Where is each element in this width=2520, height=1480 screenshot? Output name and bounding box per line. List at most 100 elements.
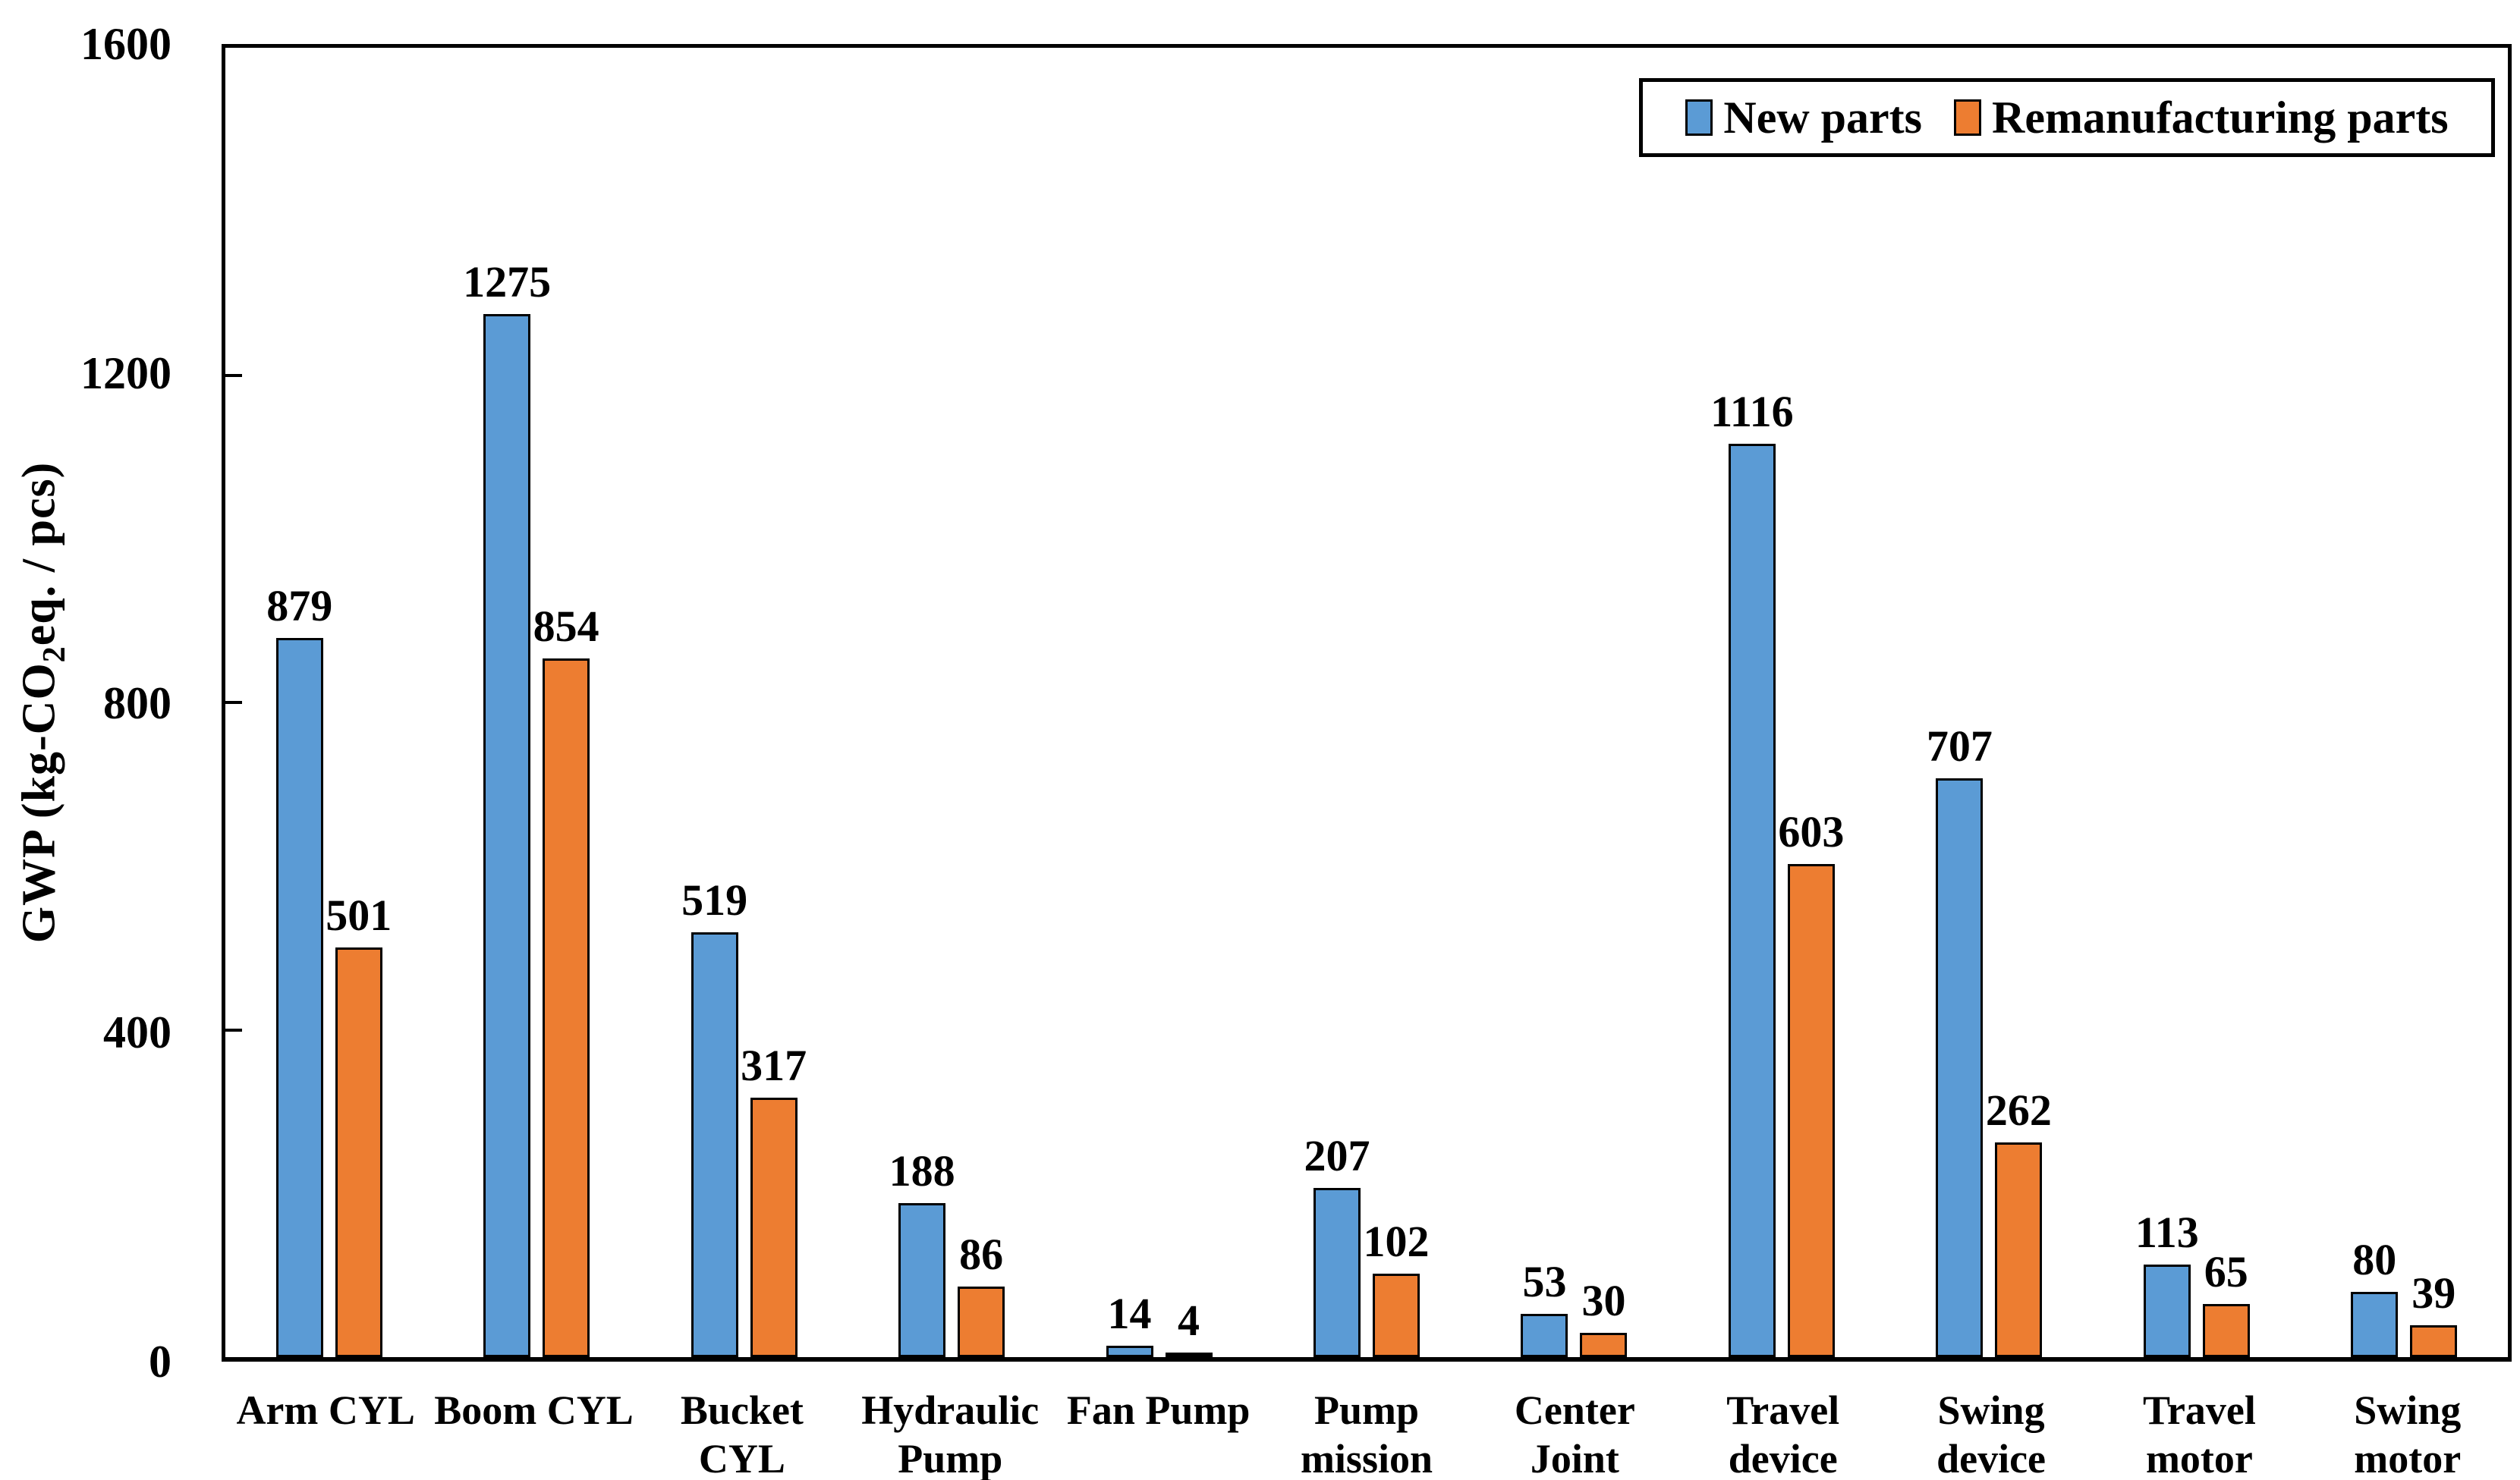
category-label-line: device <box>1728 1435 1838 1480</box>
bar-value-label: 102 <box>1363 1216 1430 1266</box>
bar-new-parts: 53 <box>1521 1259 1568 1357</box>
bar-new-parts: 879 <box>266 583 332 1357</box>
bar-group-pump-mission: 207 102 <box>1263 48 1470 1357</box>
bar-remanufacturing-parts: 102 <box>1363 1219 1429 1357</box>
y-tick-mark <box>225 701 242 704</box>
bar-group-swing-motor: 80 39 <box>2301 48 2508 1357</box>
y-tick-mark <box>225 373 242 377</box>
bar-groups: 879 501 1275 854 519 317 188 86 14 4 207 102 53 30 111… <box>225 48 2508 1357</box>
legend-label: New parts <box>1723 92 1922 143</box>
bar-group-travel-motor: 113 65 <box>2093 48 2300 1357</box>
legend-label: Remanufacturing parts <box>1991 92 2449 143</box>
bar-value-label: 1275 <box>463 256 552 306</box>
bar-remanufacturing-parts: 854 <box>533 604 599 1357</box>
bar-value-label: 262 <box>1985 1086 2052 1136</box>
category-label-line: Fan Pump <box>1066 1387 1251 1433</box>
category-label-line: Pump <box>1313 1387 1419 1433</box>
category-label-line: Travel <box>2142 1387 2256 1433</box>
bar-group-boom-cyl: 1275 854 <box>433 48 640 1357</box>
y-tick-label: 1600 <box>80 19 171 69</box>
bar-new-parts: 14 <box>1106 1291 1153 1357</box>
category-label-line: Hydraulic <box>861 1387 1040 1433</box>
bar-remanufacturing-parts: 603 <box>1778 809 1844 1357</box>
category-label: Hydraulic Pump <box>846 1387 1054 1480</box>
bar-value-label: 14 <box>1107 1288 1152 1338</box>
bar-value-label: 519 <box>681 875 748 925</box>
bar-remanufacturing-parts: 86 <box>958 1233 1005 1357</box>
category-label-line: Boom CYL <box>434 1387 634 1433</box>
bar-group-fan-pump: 14 4 <box>1056 48 1263 1357</box>
category-label-line: Swing <box>2354 1387 2462 1433</box>
legend: New parts Remanufacturing parts <box>1639 78 2495 157</box>
bar-value-label: 707 <box>1926 721 1993 771</box>
y-axis-title-suffix: eq. / pcs) <box>13 461 65 646</box>
category-label: Swing device <box>1887 1387 2095 1480</box>
bar-remanufacturing-parts: 317 <box>741 1044 807 1357</box>
bar-group-hydraulic-pump: 188 86 <box>848 48 1055 1357</box>
bar-remanufacturing-parts: 4 <box>1165 1299 1213 1357</box>
bar-new-parts: 1116 <box>1710 390 1794 1357</box>
bar-remanufacturing-parts: 39 <box>2410 1271 2458 1357</box>
category-label-line: CYL <box>698 1435 785 1480</box>
y-tick-label: 800 <box>103 677 171 728</box>
bar-value-label: 188 <box>889 1146 955 1196</box>
bar-group-bucket-cyl: 519 317 <box>640 48 848 1357</box>
bar-value-label: 4 <box>1178 1296 1200 1345</box>
category-label-line: Swing <box>1937 1387 2045 1433</box>
bar-group-arm-cyl: 879 501 <box>225 48 433 1357</box>
bar-new-parts: 80 <box>2351 1237 2399 1357</box>
category-label-line: motor <box>2145 1435 2253 1480</box>
bar-value-label: 603 <box>1778 806 1845 856</box>
bar-new-parts: 113 <box>2135 1211 2199 1357</box>
y-tick-label: 1200 <box>80 348 171 399</box>
category-label: Bucket CYL <box>638 1387 846 1480</box>
bar-value-label: 1116 <box>1710 387 1794 437</box>
category-label: Travel device <box>1679 1387 1887 1480</box>
category-label: Swing motor <box>2304 1387 2512 1480</box>
bar-new-parts: 1275 <box>463 259 551 1357</box>
y-axis-title-subscript: 2 <box>36 646 72 663</box>
bar-remanufacturing-parts: 501 <box>326 893 392 1357</box>
legend-swatch-icon <box>1685 99 1713 136</box>
category-label-line: Center <box>1514 1387 1635 1433</box>
legend-item-new-parts: New parts <box>1685 92 1922 144</box>
bar-remanufacturing-parts: 262 <box>1986 1089 2052 1357</box>
category-label-line: device <box>1936 1435 2047 1480</box>
category-label-line: motor <box>2354 1435 2462 1480</box>
bar-value-label: 30 <box>1581 1275 1626 1325</box>
category-label-line: Pump <box>898 1435 1003 1480</box>
y-tick-mark <box>225 1028 242 1032</box>
category-labels: Arm CYL Boom CYL Bucket CYL Hydraulic Pump Fan… <box>222 1387 2512 1480</box>
y-tick-label: 400 <box>103 1007 171 1057</box>
category-label: Fan Pump <box>1054 1387 1262 1480</box>
category-label: Center Joint <box>1471 1387 1678 1480</box>
bar-value-label: 879 <box>266 580 333 630</box>
bar-value-label: 501 <box>326 890 392 940</box>
bar-group-center-joint: 53 30 <box>1471 48 1678 1357</box>
bar-value-label: 80 <box>2352 1234 2397 1284</box>
bar-remanufacturing-parts: 65 <box>2202 1249 2250 1357</box>
bar-value-label: 207 <box>1304 1130 1370 1180</box>
legend-item-remanufacturing-parts: Remanufacturing parts <box>1953 92 2449 144</box>
bar-new-parts: 188 <box>889 1149 955 1357</box>
bar-new-parts: 707 <box>1927 724 1993 1357</box>
bar-new-parts: 519 <box>681 878 747 1357</box>
category-label-line: mission <box>1300 1435 1433 1480</box>
bar-group-swing-device: 707 262 <box>1886 48 2093 1357</box>
category-label: Boom CYL <box>429 1387 637 1480</box>
bar-value-label: 854 <box>533 601 599 651</box>
bar-group-travel-device: 1116 603 <box>1678 48 1885 1357</box>
bar-value-label: 113 <box>2135 1208 2199 1258</box>
y-tick-label: 0 <box>149 1337 171 1387</box>
bar-value-label: 53 <box>1522 1256 1567 1306</box>
category-label: Pump mission <box>1263 1387 1471 1480</box>
category-label-line: Joint <box>1530 1435 1619 1480</box>
legend-swatch-icon <box>1953 99 1981 136</box>
category-label-line: Bucket <box>680 1387 804 1433</box>
category-label-line: Travel <box>1726 1387 1840 1433</box>
category-label-line: Arm CYL <box>236 1387 415 1433</box>
category-label: Arm CYL <box>222 1387 429 1480</box>
bar-value-label: 39 <box>2411 1268 2456 1318</box>
bar-new-parts: 207 <box>1304 1133 1370 1357</box>
